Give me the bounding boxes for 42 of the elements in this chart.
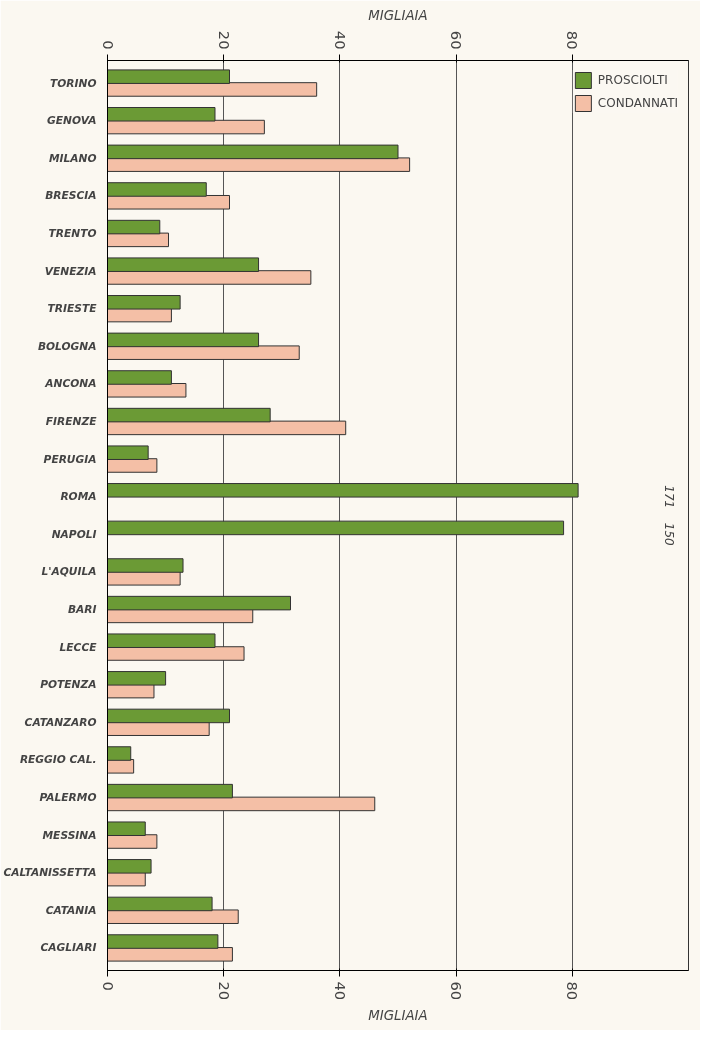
- y-tick-label: CATANIA: [45, 903, 97, 917]
- y-tick-label: VENEZIA: [44, 264, 97, 278]
- x-tick-label: 60: [448, 30, 466, 50]
- y-tick-label: PALERMO: [39, 791, 97, 805]
- y-tick-label: REGGIO CAL.: [19, 753, 97, 767]
- y-tick-label: ANCONA: [44, 377, 97, 391]
- legend-label: PROSCIOLTI: [597, 73, 668, 87]
- x-tick-label: 0: [99, 40, 117, 50]
- x2-axis-title: MIGLIAIA: [368, 7, 428, 23]
- x-axis-title: MIGLIAIA: [368, 1008, 428, 1024]
- y-tick-label: GENOVA: [47, 114, 97, 128]
- x-tick-label: 80: [564, 30, 582, 50]
- bar: [107, 520, 565, 536]
- x-tick-label: 40: [331, 30, 349, 50]
- y-tick-label: MILANO: [48, 151, 97, 165]
- y-tick-label: BRESCIA: [45, 189, 97, 203]
- y-tick-label: ROMA: [60, 490, 97, 504]
- y-tick-label: BARI: [67, 603, 97, 617]
- legend-label: CONDANNATI: [597, 96, 678, 110]
- x2-tick-label: 20: [215, 981, 233, 1001]
- y-tick-label: L'AQUILA: [41, 565, 97, 579]
- y-tick-label: CALTANISSETTA: [3, 866, 97, 880]
- x2-tick-label: 0: [99, 981, 117, 991]
- y-tick-label: LECCE: [59, 640, 98, 654]
- y-tick-label: CATANZARO: [24, 715, 97, 729]
- y-tick-label: POTENZA: [40, 678, 97, 692]
- y-tick-label: TRENTO: [48, 226, 97, 240]
- y-tick-label: PERUGIA: [43, 452, 97, 466]
- y-tick-label: FIRENZE: [45, 414, 98, 428]
- bar: [107, 483, 579, 498]
- annotation: 171: [662, 485, 677, 509]
- y-tick-label: TORINO: [50, 76, 97, 90]
- x2-tick-label: 60: [448, 981, 466, 1001]
- y-tick-label: MESSINA: [42, 828, 97, 842]
- x2-tick-label: 80: [564, 981, 582, 1001]
- y-tick-label: NAPOLI: [51, 527, 97, 541]
- x-tick-label: 20: [215, 30, 233, 50]
- x2-tick-label: 40: [331, 981, 349, 1001]
- y-tick-label: TRIESTE: [47, 302, 98, 316]
- y-tick-label: BOLOGNA: [37, 339, 97, 353]
- annotation: 150: [662, 522, 677, 547]
- y-tick-label: CAGLIARI: [40, 941, 97, 955]
